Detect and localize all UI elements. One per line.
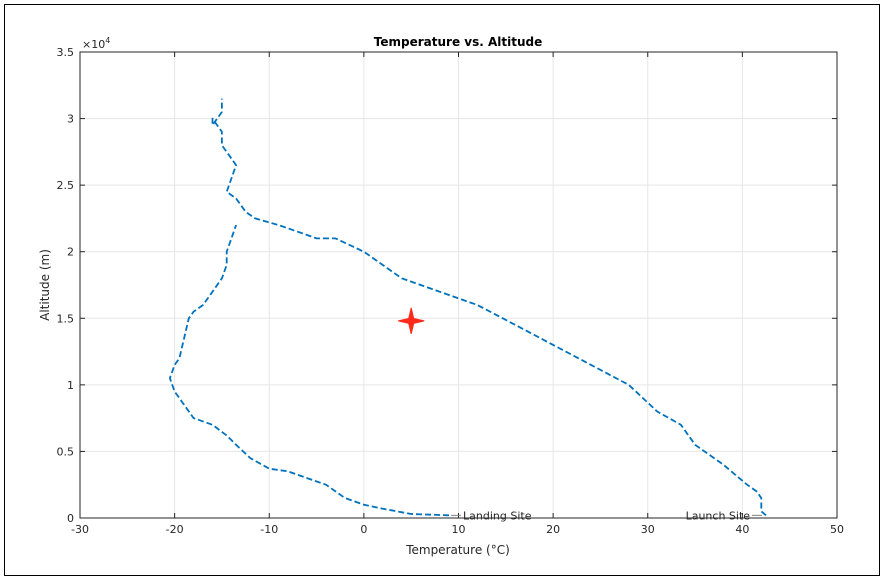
y-tick-label: 0 xyxy=(67,512,74,525)
x-tick-label: -30 xyxy=(71,523,89,536)
chart-title: Temperature vs. Altitude xyxy=(374,35,542,49)
x-tick-label: 50 xyxy=(830,523,844,536)
series-line-2 xyxy=(168,224,450,517)
grid xyxy=(80,52,837,518)
annotation-launch-site: Launch Site xyxy=(686,509,751,522)
star-marker xyxy=(398,307,425,335)
y-tick-label: 3 xyxy=(67,113,74,126)
y-exponent-base: ×10 xyxy=(82,38,105,51)
y-tick-label: 2 xyxy=(67,246,74,259)
y-tick-label: 0.5 xyxy=(57,445,75,458)
x-tick-label: 0 xyxy=(360,523,367,536)
axes-box xyxy=(79,51,838,519)
x-axis-label: Temperature (°C) xyxy=(405,543,510,557)
y-tick-label: 1.5 xyxy=(57,312,75,325)
data-lines xyxy=(168,98,767,517)
x-tick-label: 40 xyxy=(735,523,749,536)
marker-layer xyxy=(398,307,425,335)
y-axis-label: Altitude (m) xyxy=(38,249,52,321)
temperature-altitude-chart: -30 -20 -10 0 10 20 30 40 50 0 0.5 1 1.5 2 2.5 3 3.5 Tem… xyxy=(38,35,845,557)
series-line-1 xyxy=(211,98,767,516)
tick-labels: -30 -20 -10 0 10 20 30 40 50 0 0.5 1 1.5 2 2.5 3 3.5 xyxy=(57,46,845,536)
figure-frame: -30 -20 -10 0 10 20 30 40 50 0 0.5 1 1.5 2 2.5 3 3.5 Tem… xyxy=(4,4,880,576)
x-tick-label: -10 xyxy=(260,523,278,536)
y-tick-label: 2.5 xyxy=(57,179,75,192)
y-exponent-power: 4 xyxy=(105,36,110,45)
annotations: Landing Site Launch Site xyxy=(451,509,763,522)
y-exponent-label: ×104 xyxy=(82,36,110,51)
y-tick-label: 1 xyxy=(67,379,74,392)
y-tick-label: 3.5 xyxy=(57,46,75,59)
x-tick-label: 20 xyxy=(546,523,560,536)
x-tick-label: 30 xyxy=(641,523,655,536)
annotation-landing-site: Landing Site xyxy=(463,509,532,522)
axes-border xyxy=(79,51,838,519)
x-tick-label: -20 xyxy=(166,523,184,536)
x-tick-label: 10 xyxy=(452,523,466,536)
